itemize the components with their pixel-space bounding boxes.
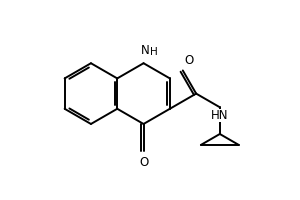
Text: HN: HN xyxy=(211,109,229,122)
Text: O: O xyxy=(139,156,148,169)
Text: O: O xyxy=(184,54,194,67)
Text: N: N xyxy=(141,44,149,57)
Text: H: H xyxy=(150,47,158,57)
